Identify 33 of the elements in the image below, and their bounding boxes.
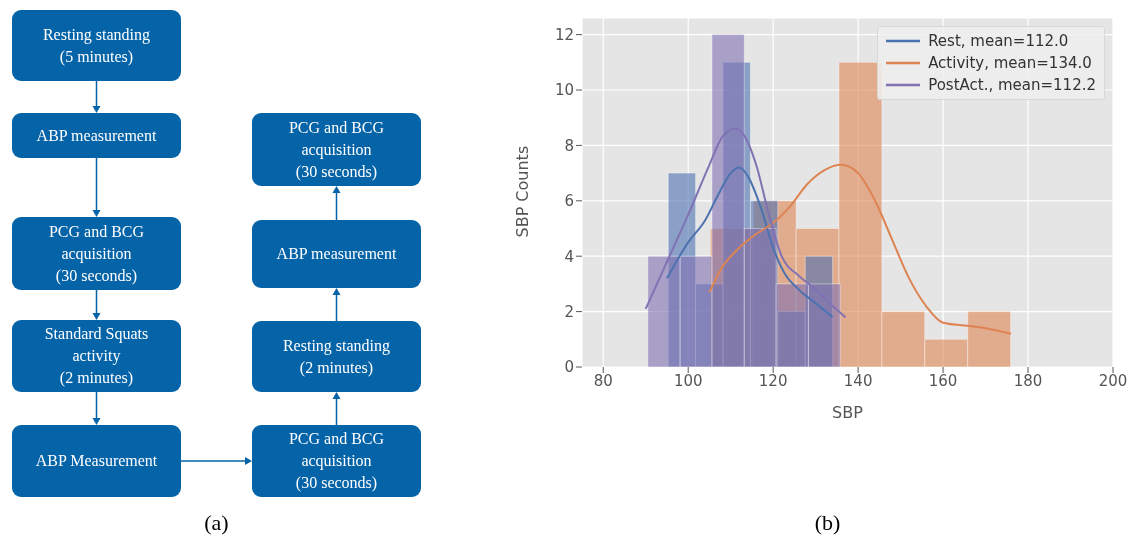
- text: ABP measurement: [276, 244, 397, 264]
- text: Resting standing (5 minutes): [42, 24, 151, 68]
- y-tick-label: 2: [564, 302, 574, 321]
- line-series: [665, 166, 834, 319]
- y-tick-label: 12: [554, 25, 574, 44]
- text: ABP measurement: [36, 125, 157, 146]
- text: Resting standing (2 minutes): [282, 335, 391, 379]
- text: PCG and BCG acquisition (30 seconds): [48, 221, 145, 287]
- legend-label: Activity, mean=134.0: [928, 54, 1092, 72]
- y-tick-label: 8: [564, 136, 574, 155]
- y-tick-label: 4: [564, 247, 574, 266]
- x-tick-label: 180: [1013, 371, 1043, 390]
- x-tick-label: 120: [758, 371, 788, 390]
- x-axis-title: SBP: [832, 403, 864, 422]
- y-tick-label: 0: [564, 358, 574, 377]
- legend-label: Rest, mean=112.0: [928, 32, 1069, 50]
- x-tick-label: 80: [593, 371, 613, 390]
- text: ABP Measurement: [35, 451, 158, 471]
- line-series: [708, 163, 1013, 335]
- y-axis-title: SBP Counts: [512, 145, 532, 238]
- text: PCG and BCG acquisition (30 seconds): [288, 117, 385, 183]
- text: (a): [203, 510, 230, 536]
- x-tick-label: 160: [928, 371, 958, 390]
- x-tick-label: 200: [1098, 371, 1128, 390]
- x-tick-label: 140: [843, 371, 873, 390]
- y-tick-label: 10: [554, 81, 574, 100]
- text: PCG and BCG acquisition (30 seconds): [288, 429, 385, 494]
- text: (b): [813, 510, 842, 536]
- x-tick-label: 100: [673, 371, 703, 390]
- y-tick-label: 6: [564, 192, 574, 211]
- legend-label: PostAct., mean=112.2: [928, 76, 1096, 94]
- line-series: [644, 127, 847, 319]
- text: Standard Squats activity (2 minutes): [44, 324, 149, 389]
